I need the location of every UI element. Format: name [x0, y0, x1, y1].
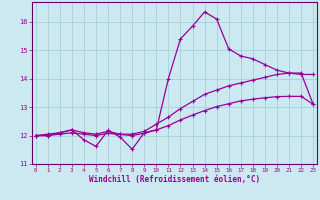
X-axis label: Windchill (Refroidissement éolien,°C): Windchill (Refroidissement éolien,°C): [89, 175, 260, 184]
